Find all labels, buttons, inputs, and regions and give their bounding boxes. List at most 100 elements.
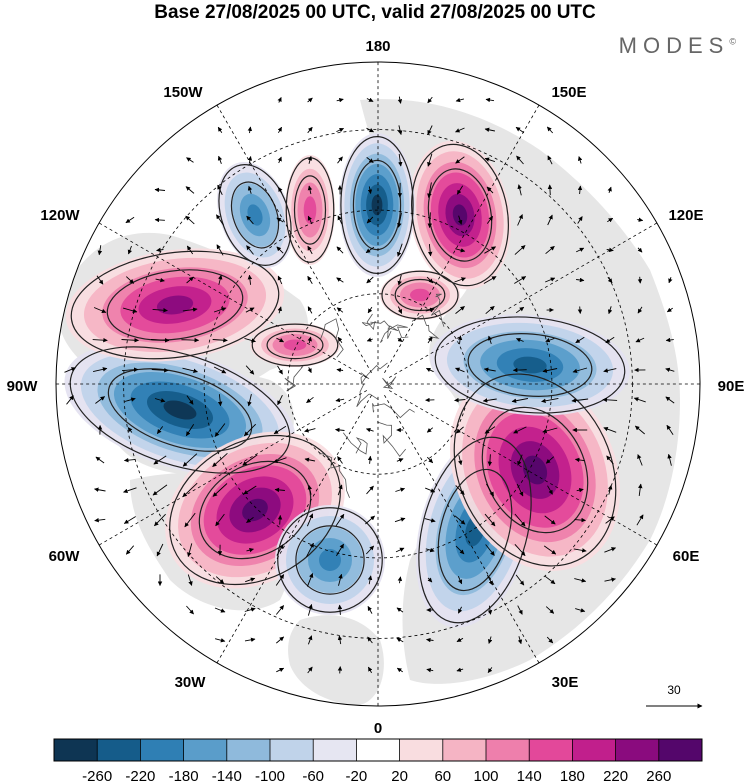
pos-anomaly-6 bbox=[449, 369, 621, 571]
wind-arrow bbox=[186, 276, 194, 284]
wind-arrow bbox=[335, 427, 345, 433]
wind-arrow bbox=[517, 605, 523, 615]
wind-arrow bbox=[307, 245, 313, 255]
wind-arrow bbox=[366, 337, 373, 342]
wind-arrow bbox=[277, 514, 283, 525]
wind-arrow bbox=[185, 186, 195, 194]
wind-arrow bbox=[153, 455, 167, 465]
wind-arrow bbox=[454, 277, 466, 283]
wind-arrow bbox=[396, 637, 404, 643]
wind-arrow bbox=[366, 216, 374, 224]
wind-arrow bbox=[276, 667, 285, 673]
colorbar-swatch bbox=[313, 739, 357, 761]
wind-arrow bbox=[487, 636, 493, 644]
wind-arrow bbox=[306, 396, 314, 404]
wind-arrow bbox=[575, 336, 585, 344]
contour-ring-1 bbox=[69, 346, 291, 474]
wind-arrow bbox=[337, 156, 343, 164]
colorbar-swatch bbox=[399, 739, 444, 761]
wind-arrow bbox=[277, 394, 283, 406]
wind-arrow bbox=[156, 247, 164, 253]
wind-arrow bbox=[123, 516, 136, 524]
lon-label-150w: 150W bbox=[163, 84, 203, 101]
wind-arrow bbox=[187, 574, 193, 586]
lon-label-30e: 30E bbox=[552, 674, 579, 691]
wind-arrow bbox=[367, 636, 373, 644]
wind-arrow bbox=[212, 337, 228, 343]
neg-anomaly-4 bbox=[275, 505, 385, 615]
wind-arrow bbox=[335, 397, 345, 403]
wind-arrow bbox=[395, 487, 406, 492]
wind-arrow bbox=[243, 485, 257, 495]
contour-ring-7 bbox=[434, 316, 626, 414]
wind-arrow bbox=[668, 277, 673, 284]
colorbar: -260 -220 -180 -140 -100 -60 -20 20 60 100 140 180 2… bbox=[53, 738, 703, 783]
wind-arrow bbox=[336, 246, 344, 254]
wind-arrow bbox=[455, 248, 466, 253]
wind-arrow bbox=[516, 483, 524, 497]
contour-ring-12 bbox=[251, 323, 339, 367]
wind-arrow bbox=[514, 513, 526, 527]
wind-arrow bbox=[366, 97, 374, 102]
wind-arrow bbox=[606, 247, 614, 253]
wind-arrow bbox=[337, 666, 343, 674]
wind-arrow bbox=[307, 185, 313, 195]
wind-arrow bbox=[124, 397, 136, 402]
wind-arrow bbox=[150, 338, 170, 343]
colorbar-tick-label: -180 bbox=[169, 768, 199, 783]
wind-arrow bbox=[427, 153, 433, 167]
wind-arrow bbox=[307, 336, 312, 344]
pos-anomaly-11 bbox=[285, 155, 335, 265]
wind-arrow bbox=[336, 543, 344, 557]
wind-arrow bbox=[96, 275, 104, 285]
brand-name: MODES bbox=[618, 33, 730, 58]
wind-arrow bbox=[457, 576, 463, 585]
wind-arrow bbox=[426, 667, 434, 673]
wind-arrow bbox=[608, 484, 613, 495]
wind-arrow bbox=[607, 306, 613, 315]
colorbar-swatch bbox=[140, 739, 185, 761]
wind-arrow bbox=[666, 307, 673, 313]
wind-arrow bbox=[336, 277, 344, 283]
wind-arrow bbox=[215, 513, 225, 527]
wind-arrow bbox=[185, 215, 195, 225]
wind-arrow bbox=[212, 452, 228, 468]
wind-arrow bbox=[484, 127, 495, 133]
wind-arrow bbox=[186, 245, 194, 255]
wind-arrow bbox=[275, 605, 285, 615]
wind-arrow bbox=[604, 577, 616, 582]
colorbar-tick-label: 220 bbox=[603, 768, 628, 783]
colorbar-swatch bbox=[658, 739, 703, 761]
wind-arrow bbox=[394, 517, 406, 523]
wind-arrow bbox=[246, 215, 254, 225]
wind-arrow bbox=[426, 276, 434, 284]
wind-arrow bbox=[216, 214, 224, 226]
wind-arrow bbox=[337, 336, 343, 343]
longitude-labels: 180 150E 120E 90E 60E 30E 0 30W 60W 90W … bbox=[7, 38, 745, 737]
wind-arrow bbox=[515, 574, 525, 586]
wind-arrow bbox=[245, 365, 255, 375]
wind-arrow bbox=[638, 483, 643, 496]
wind-arrow bbox=[337, 456, 343, 464]
wind-arrow bbox=[514, 276, 527, 284]
wind-arrow bbox=[367, 455, 373, 464]
wind-arrow bbox=[366, 157, 374, 163]
wind-arrow bbox=[397, 274, 402, 286]
lon-label-120w: 120W bbox=[40, 207, 80, 224]
wind-arrow bbox=[307, 367, 312, 374]
colorbar-tick-label: -20 bbox=[346, 768, 368, 783]
wind-arrow bbox=[336, 307, 344, 313]
wind-arrow bbox=[574, 457, 585, 463]
wind-arrow bbox=[214, 423, 226, 437]
colorbar-frame bbox=[53, 738, 703, 762]
wind-arrow bbox=[546, 126, 554, 134]
wind-arrow bbox=[367, 606, 373, 614]
wind-arrow bbox=[455, 485, 465, 495]
wind-arrow bbox=[605, 336, 615, 344]
wind-arrow bbox=[125, 545, 135, 555]
wind-arrow bbox=[276, 217, 284, 223]
wind-arrow bbox=[278, 187, 283, 193]
wind-arrow bbox=[306, 542, 314, 558]
wind-arrow bbox=[307, 603, 313, 616]
wind-arrow bbox=[576, 277, 585, 283]
